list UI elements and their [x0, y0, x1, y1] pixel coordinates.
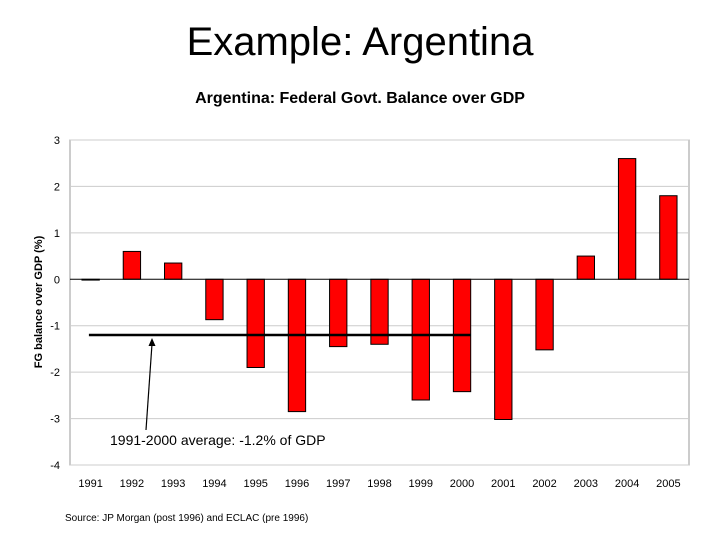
average-annotation: 1991-2000 average: -1.2% of GDP — [110, 432, 326, 448]
y-tick-label: -2 — [50, 367, 60, 379]
bar-1993 — [164, 262, 183, 280]
bar-2001 — [494, 278, 513, 420]
y-tick-label: 0 — [54, 274, 60, 286]
x-tick-label: 1992 — [120, 478, 144, 490]
bar-1994 — [205, 278, 224, 321]
x-tick-label: 1994 — [202, 478, 226, 490]
x-tick-label: 2001 — [491, 478, 515, 490]
x-tick-label: 1997 — [326, 478, 350, 490]
bar-2005 — [659, 195, 678, 280]
bar-1995 — [246, 278, 265, 368]
y-tick-label: -4 — [50, 460, 60, 472]
x-tick-label: 1996 — [285, 478, 309, 490]
y-tick-label: 1 — [54, 228, 60, 240]
x-tick-label: 2003 — [574, 478, 598, 490]
x-tick-label: 2004 — [615, 478, 639, 490]
x-tick-label: 1999 — [409, 478, 433, 490]
bar-2002 — [535, 278, 554, 351]
source-note: Source: JP Morgan (post 1996) and ECLAC … — [65, 513, 309, 524]
x-tick-label: 2005 — [656, 478, 680, 490]
bar-2004 — [617, 158, 637, 280]
y-tick-label: 3 — [54, 135, 60, 147]
x-axis-ticks: 1991 1992 1993 1994 1995 1996 1997 1998 1999 2000… — [78, 478, 680, 490]
bar-1996 — [287, 278, 307, 413]
chart-title: Argentina: Federal Govt. Balance over GD… — [195, 90, 525, 107]
bar-1999 — [411, 278, 430, 401]
bars — [81, 158, 678, 420]
y-tick-label: -3 — [50, 414, 60, 426]
annotation-arrowhead — [148, 338, 156, 346]
bar-2003 — [576, 255, 595, 280]
slide-title: Example: Argentina — [186, 20, 534, 64]
x-tick-label: 1998 — [367, 478, 391, 490]
x-tick-label: 2002 — [532, 478, 556, 490]
x-tick-label: 1991 — [78, 478, 102, 490]
annotation-pointer — [145, 343, 153, 431]
bar-1992 — [122, 250, 142, 280]
y-tick-label: -1 — [50, 321, 60, 333]
y-axis-label: FG balance over GDP (%) — [33, 235, 45, 368]
bar-1997 — [329, 278, 348, 348]
x-tick-label: 1995 — [243, 478, 267, 490]
x-tick-label: 1993 — [161, 478, 185, 490]
y-axis-ticks: 3 2 1 0 -1 -2 -3 -4 — [50, 135, 60, 472]
x-tick-label: 2000 — [450, 478, 474, 490]
y-tick-label: 2 — [54, 181, 60, 193]
